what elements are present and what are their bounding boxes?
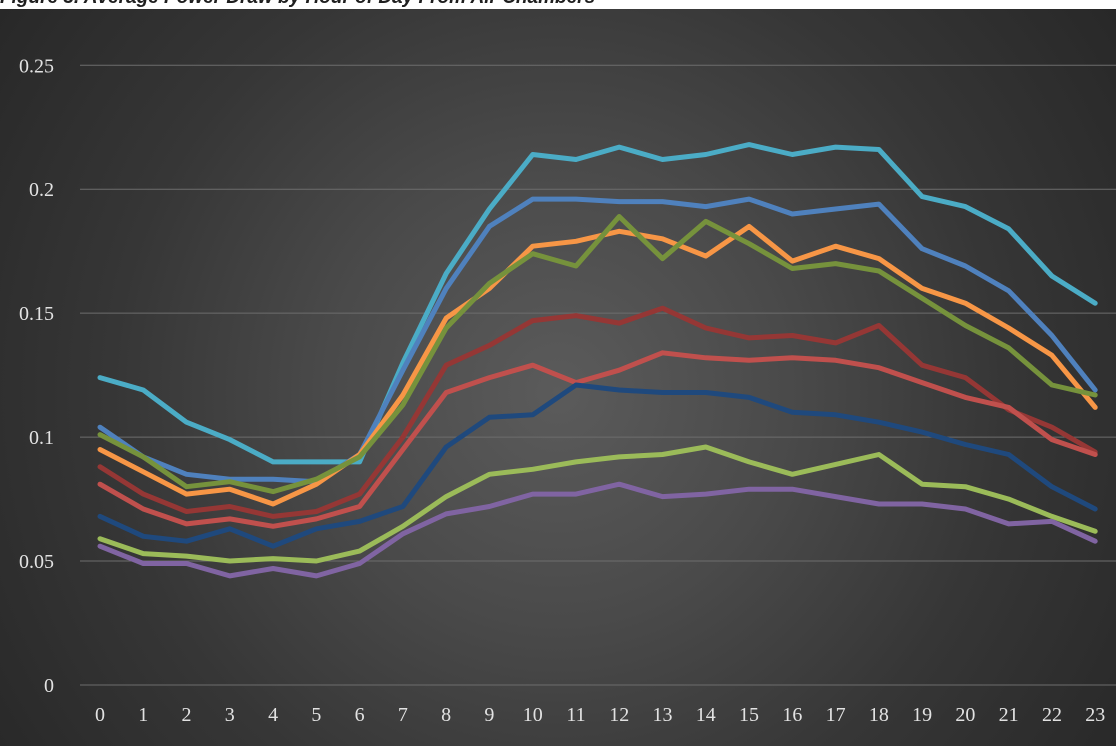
gridlines (80, 64, 1116, 686)
x-tick-label: 19 (912, 704, 932, 726)
x-tick-label: 8 (441, 704, 451, 726)
series-line-2 (97, 196, 1098, 485)
series-lines (97, 142, 1098, 579)
series-line-8 (97, 444, 1098, 564)
y-tick-label: 0 (44, 675, 54, 697)
x-tick-label: 14 (696, 704, 716, 726)
series-line-5 (97, 305, 1098, 519)
x-tick-label: 11 (566, 704, 585, 726)
y-tick-label: 0.15 (19, 303, 54, 325)
series-line-7 (97, 382, 1098, 549)
y-tick-label: 0.2 (29, 179, 54, 201)
series-line-4 (97, 214, 1098, 495)
series-line-9 (97, 481, 1098, 579)
x-tick-label: 12 (609, 704, 629, 726)
x-tick-label: 21 (999, 704, 1019, 726)
x-tick-label: 22 (1042, 704, 1062, 726)
x-tick-label: 1 (138, 704, 148, 726)
line-chart: 00.050.10.150.20.250.30.350.40.450.5 012… (19, 55, 1116, 726)
series-line-3 (97, 223, 1098, 507)
y-axis-tick-labels: 00.050.10.150.20.250.30.350.40.450.5 (19, 55, 54, 697)
x-tick-label: 7 (398, 704, 408, 726)
x-tick-label: 6 (355, 704, 365, 726)
x-tick-label: 20 (955, 704, 975, 726)
x-tick-label: 23 (1085, 704, 1105, 726)
x-tick-label: 17 (826, 704, 846, 726)
x-tick-label: 18 (869, 704, 889, 726)
series-line-6 (97, 350, 1098, 529)
x-tick-label: 4 (268, 704, 278, 726)
x-tick-label: 15 (739, 704, 759, 726)
chart-area: 00.050.10.150.20.250.30.350.40.450.5 012… (0, 9, 1116, 746)
series-line-1 (97, 142, 1098, 465)
y-tick-label: 0.1 (29, 427, 54, 449)
y-tick-label: 0.25 (19, 55, 54, 77)
x-tick-label: 10 (523, 704, 543, 726)
y-tick-label: 0.05 (19, 551, 54, 573)
x-tick-label: 3 (225, 704, 235, 726)
x-axis-tick-labels: 0 1 2 3 4 5 6 7 8 9 10 11 12 13 14 15 16 17 18 19 20 21 22 23 (95, 704, 1105, 726)
x-tick-label: 9 (484, 704, 494, 726)
x-tick-label: 13 (653, 704, 673, 726)
x-tick-label: 16 (782, 704, 802, 726)
figure-caption: Figure 3. Average Power Draw by Hour of … (0, 0, 1116, 9)
x-tick-label: 0 (95, 704, 105, 726)
x-tick-label: 5 (311, 704, 321, 726)
x-tick-label: 2 (182, 704, 192, 726)
